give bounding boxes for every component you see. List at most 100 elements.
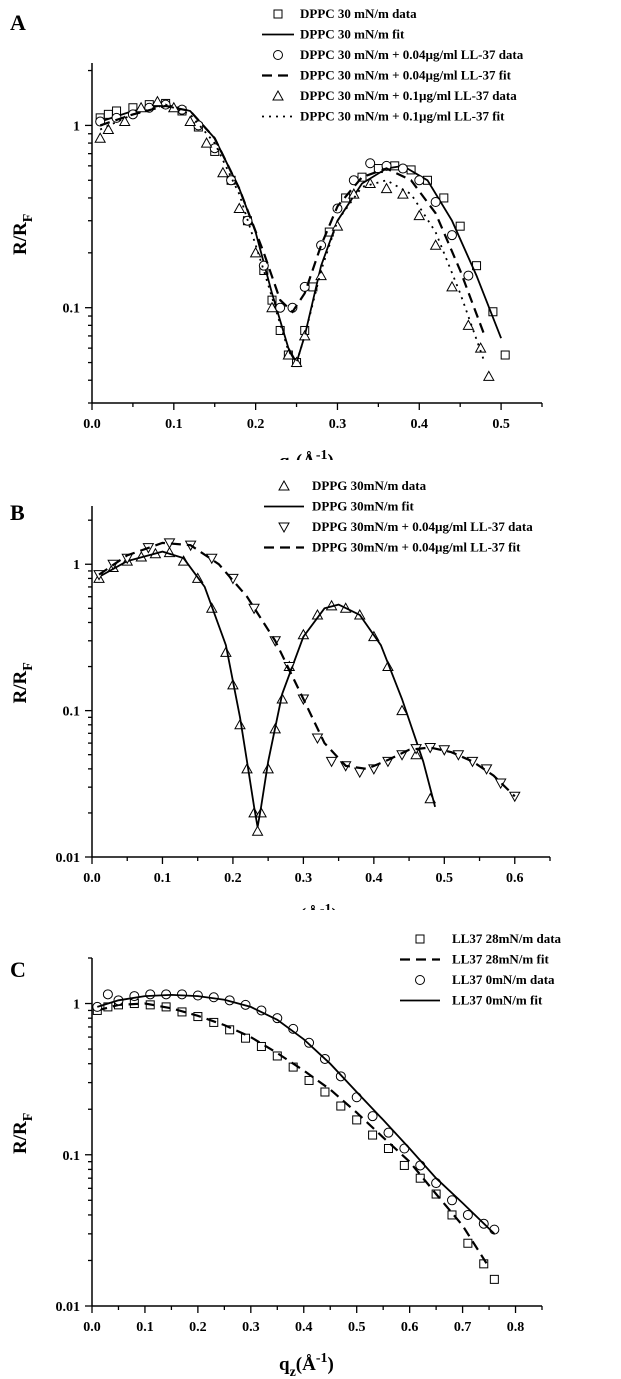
data-point-square (479, 1259, 489, 1269)
x-tick-label: 0.5 (348, 1320, 366, 1335)
legend-label: LL37 28mN/m data (452, 931, 562, 946)
data-point-circle (415, 1160, 426, 1171)
legend-label: DPPC 30 mN/m + 0.1µg/ml LL-37 data (300, 88, 517, 103)
legend-label: DPPG 30mN/m fit (312, 499, 414, 514)
data-point-inverted-triangle (205, 553, 218, 565)
legend-marker-circle (415, 975, 425, 985)
data-point-triangle (118, 115, 131, 127)
x-axis-title-main: q (283, 905, 294, 910)
data-point-square (447, 1210, 457, 1220)
x-tick-label: 0.3 (242, 1320, 260, 1335)
x-tick-label: 0.1 (165, 417, 183, 432)
data-point-square (500, 350, 510, 360)
data-point-inverted-triangle (121, 553, 134, 565)
data-point-circle (129, 991, 140, 1002)
x-tick-label: 0.0 (83, 1320, 101, 1335)
data-point-triangle (135, 101, 147, 113)
data-point-square (415, 1173, 425, 1183)
data-point-triangle (282, 348, 295, 360)
data-point-square (368, 1130, 378, 1140)
legend: DPPG 30mN/m data DPPG 30mN/m fit DPPG 30mN… (264, 478, 533, 555)
legend-label: LL37 28mN/m fit (452, 952, 549, 967)
data-point-circle (414, 175, 425, 186)
legend-marker-triangle (278, 479, 290, 491)
data-point-square (399, 1160, 409, 1170)
data-point-triangle (151, 95, 164, 107)
data-point-inverted-triangle (438, 745, 451, 756)
data-point-circle (462, 1209, 473, 1220)
data-point-circle (381, 160, 392, 171)
y-axis-title: R/RF (10, 214, 36, 255)
legend-label: DPPC 30 mN/m + 0.1µg/ml LL-37 fit (300, 109, 505, 124)
data-point-inverted-triangle (452, 750, 465, 761)
data-point-circle (431, 1178, 442, 1189)
y-tick-label: 0.1 (63, 302, 81, 317)
y-tick-label: 0.1 (63, 705, 81, 720)
data-point-square (383, 1144, 393, 1154)
data-point-circle (365, 158, 376, 169)
data-point-square (336, 1101, 346, 1111)
legend: DPPC 30 mN/m data DPPC 30 mN/m fit DPPC 30… (262, 6, 524, 124)
x-axis-title-close: ) (328, 1354, 334, 1375)
x-axis-title-unit: (Å (296, 1354, 316, 1375)
data-point-circle (102, 989, 113, 1000)
data-point-square (357, 172, 367, 182)
data-point-triangle (397, 188, 409, 199)
data-point-circle (145, 989, 156, 1000)
y-tick-label: 0.1 (63, 1149, 81, 1164)
y-axis-title-main: R/R (10, 1121, 31, 1154)
panel-a-letter: A (10, 10, 26, 35)
x-tick-label: 0.2 (224, 871, 242, 886)
series-4 (99, 104, 486, 337)
legend-label: DPPC 30 mN/m + 0.04µg/ml LL-37 data (300, 47, 524, 62)
fit-line-dotted (99, 103, 486, 365)
x-axis-title-sup: -1 (320, 902, 332, 910)
x-axis-title-sup: -1 (316, 448, 328, 460)
data-point-square (489, 1274, 499, 1284)
series-6 (99, 103, 486, 365)
data-point-inverted-triangle (311, 733, 324, 745)
series-3 (95, 99, 474, 313)
x-tick-label: 0.3 (295, 871, 313, 886)
legend-label: DPPC 30 mN/m + 0.04µg/ml LL-37 fit (300, 68, 512, 83)
data-point-circle (316, 240, 327, 251)
data-point-triangle (234, 718, 246, 730)
series-2 (97, 1002, 491, 1268)
series-4 (97, 993, 496, 1235)
data-point-triangle (249, 246, 262, 258)
data-point-triangle (184, 115, 197, 127)
y-tick-label: 1 (73, 119, 80, 134)
series-2 (98, 550, 436, 828)
series-3 (93, 538, 521, 803)
data-point-triangle (248, 806, 260, 818)
legend-label: DPPG 30mN/m + 0.04µg/ml LL-37 fit (312, 540, 521, 555)
fit-line-solid (99, 103, 502, 365)
data-point-triangle (396, 704, 408, 716)
data-point-triangle (482, 370, 495, 381)
legend-label: DPPG 30mN/m data (312, 478, 427, 493)
x-axis-title-sup: -1 (316, 1351, 328, 1366)
data-point-circle (397, 163, 408, 174)
series-5 (94, 95, 495, 381)
data-point-circle (258, 260, 269, 271)
fit-line-dashed (97, 1002, 491, 1268)
data-point-circle (92, 1001, 103, 1012)
panel-c-chart: C 0.0 0.1 0.2 0.3 0.4 0.5 0.6 0.7 0.8 0.01 0.1 1 R/R… (10, 931, 562, 1379)
data-point-triangle (364, 177, 377, 189)
data-point-triangle (241, 762, 253, 774)
legend-label: DPPG 30mN/m + 0.04µg/ml LL-37 data (312, 519, 533, 534)
data-point-triangle (347, 188, 360, 199)
series-1 (95, 98, 510, 368)
series-2 (99, 103, 502, 365)
data-point-square (439, 193, 449, 203)
data-point-triangle (102, 123, 115, 134)
legend-marker-square (415, 934, 425, 944)
data-point-circle (447, 1195, 457, 1206)
data-point-triangle (380, 182, 393, 194)
data-point-triangle (474, 342, 487, 353)
data-point-square (241, 1033, 251, 1043)
y-axis-title: R/RF (10, 1113, 36, 1154)
data-point-circle (383, 1127, 394, 1138)
y-tick-label: 1 (73, 558, 80, 573)
series-1 (93, 546, 437, 836)
